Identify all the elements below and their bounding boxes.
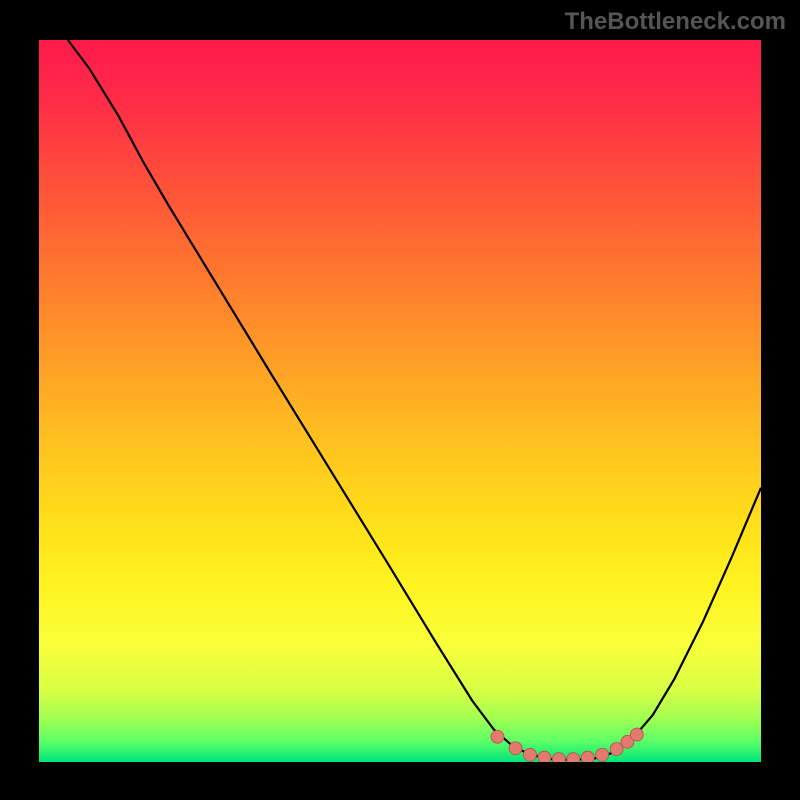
marker-point [567, 753, 580, 762]
chart-svg [39, 40, 761, 762]
marker-point [552, 753, 565, 762]
marker-point [538, 751, 551, 762]
watermark-text: TheBottleneck.com [565, 8, 786, 36]
marker-point [630, 728, 643, 741]
marker-point [596, 748, 609, 761]
marker-point [581, 751, 594, 762]
plot-area [39, 40, 761, 762]
marker-point [509, 742, 522, 755]
marker-point [523, 748, 536, 761]
marker-series [491, 728, 643, 762]
bottleneck-curve [68, 40, 761, 760]
marker-point [491, 730, 504, 743]
